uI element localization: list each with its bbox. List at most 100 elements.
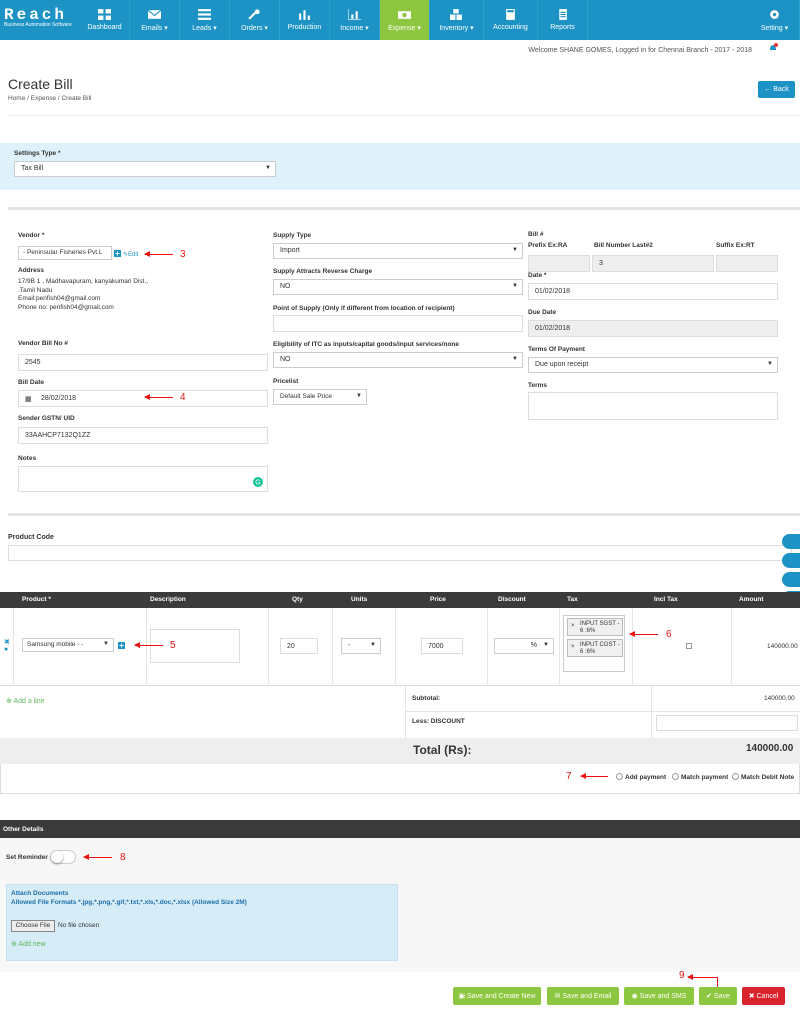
back-button[interactable]: ← Back xyxy=(758,81,795,98)
point-of-supply-input[interactable] xyxy=(273,315,523,332)
set-reminder-label: Set Reminder xyxy=(6,854,48,861)
button-label: Save xyxy=(713,992,730,1000)
vendor-edit-link[interactable]: ✎Edit xyxy=(123,251,138,258)
col-tax: Tax xyxy=(567,596,578,603)
view-row-icon[interactable]: ● xyxy=(4,646,9,653)
tax-tag[interactable]: × INPUT SGST - 6 :6% xyxy=(567,618,623,636)
tax-tag[interactable]: × INPUT CGST - 6 :6% xyxy=(567,639,623,657)
save-and-sms-button[interactable]: ◉ Save and SMS xyxy=(624,987,694,1005)
nav-expense[interactable]: Expense ▾ xyxy=(380,0,430,40)
terms-label: Terms xyxy=(528,382,548,389)
vendor-bill-no-input[interactable]: 2545 xyxy=(18,354,268,371)
terms-textarea[interactable] xyxy=(528,392,778,420)
attach-documents-title: Attach Documents xyxy=(11,890,69,897)
envelope-icon: ✉ xyxy=(554,993,563,1000)
save-and-email-button[interactable]: ✉ Save and Email xyxy=(547,987,619,1005)
nav-inventory[interactable]: Inventory ▾ xyxy=(430,0,484,40)
supply-type-select[interactable]: Import ▼ xyxy=(273,243,523,259)
list-icon xyxy=(198,8,211,20)
nav-reports[interactable]: Reports xyxy=(538,0,588,40)
reverse-charge-select[interactable]: NO ▼ xyxy=(273,279,523,295)
cancel-button[interactable]: ✖ Cancel xyxy=(742,987,785,1005)
tax-multiselect[interactable]: × INPUT SGST - 6 :6% × INPUT CGST - 6 :6% xyxy=(563,615,625,672)
table-row xyxy=(0,608,800,686)
col-product: Product * xyxy=(22,596,51,603)
add-new-link[interactable]: ⊕ Add new xyxy=(11,940,46,948)
plus-square-icon[interactable] xyxy=(118,642,125,649)
nav-production[interactable]: Production xyxy=(280,0,330,40)
description-textarea[interactable] xyxy=(150,629,240,663)
annotation-number: 6 xyxy=(666,629,672,640)
vendor-select[interactable]: - Peninsular Fisheries Pvt.L xyxy=(18,246,112,260)
remove-tag-icon[interactable]: × xyxy=(571,644,575,650)
annotation-line xyxy=(717,977,718,987)
edit-icon: ✎ xyxy=(123,252,129,258)
annotation-arrow xyxy=(687,972,718,982)
caret-down-icon: ▼ xyxy=(543,642,549,648)
edit-label: Edit xyxy=(128,252,139,258)
bill-date-input[interactable]: ▦ 28/02/2018 xyxy=(18,390,268,407)
discount-unit: % xyxy=(530,642,537,649)
match-debit-note-radio[interactable] xyxy=(732,773,739,780)
wrench-icon xyxy=(248,8,260,20)
nav-emails[interactable]: Emails ▾ xyxy=(130,0,180,40)
attach-documents-panel xyxy=(6,884,398,961)
product-code-label: Product Code xyxy=(8,534,54,541)
annotation-number: 8 xyxy=(120,852,126,863)
due-date-input[interactable]: 01/02/2018 xyxy=(528,320,778,337)
supply-type-label: Supply Type xyxy=(273,232,312,239)
nav-orders[interactable]: Orders ▾ xyxy=(230,0,280,40)
discount-select[interactable]: % ▼ xyxy=(494,638,554,654)
bill-number-input[interactable]: 3 xyxy=(592,255,714,272)
remove-tag-icon[interactable]: × xyxy=(571,623,575,629)
breadcrumb-expense[interactable]: Expense xyxy=(30,95,57,102)
bill-date-label: Bill Date xyxy=(18,379,45,386)
settings-type-select[interactable]: Tax Bill ▼ xyxy=(14,161,276,177)
nav-dashboard[interactable]: Dashboard xyxy=(80,0,130,40)
skype-icon[interactable] xyxy=(782,534,800,549)
total-value: 140000.00 xyxy=(746,743,794,754)
date-input[interactable]: 01/02/2018 xyxy=(528,283,778,300)
chart-icon xyxy=(348,8,361,20)
plus-square-icon[interactable] xyxy=(114,250,121,257)
price-input[interactable]: 7000 xyxy=(421,638,463,654)
itc-select[interactable]: NO ▼ xyxy=(273,352,523,368)
add-line-link[interactable]: ⊕ Add a line xyxy=(6,697,45,705)
units-select[interactable]: - ▼ xyxy=(341,638,381,654)
chat-icon[interactable] xyxy=(782,553,800,568)
delete-row-icon[interactable]: ✖ xyxy=(4,639,10,646)
set-reminder-toggle[interactable] xyxy=(50,850,76,864)
settings-type-label: Settings Type * xyxy=(14,150,61,157)
suffix-input[interactable] xyxy=(716,255,778,272)
grammarly-icon[interactable]: G xyxy=(253,477,263,487)
nav-leads[interactable]: Leads ▾ xyxy=(180,0,230,40)
bell-icon[interactable] xyxy=(768,43,778,53)
nav-setting[interactable]: Setting ▾ xyxy=(750,0,800,40)
brand-logo[interactable]: Reach Business Automation Software xyxy=(0,0,80,40)
annotation-number: 3 xyxy=(180,249,186,260)
terms-of-payment-select[interactable]: Due upon receipt ▼ xyxy=(528,357,778,373)
nav-label: Income ▾ xyxy=(340,24,369,32)
notes-textarea[interactable] xyxy=(18,466,268,492)
match-payment-radio[interactable] xyxy=(672,773,679,780)
product-code-input[interactable] xyxy=(8,545,792,561)
pricelist-select[interactable]: Default Sale Price ▼ xyxy=(273,389,367,405)
breadcrumb-home[interactable]: Home xyxy=(8,95,26,102)
caret-down-icon: ▼ xyxy=(767,361,773,367)
less-discount-label: Less: DISCOUNT xyxy=(412,718,465,725)
save-button[interactable]: ✔ Save xyxy=(699,987,737,1005)
save-and-create-new-button[interactable]: ▣ Save and Create New xyxy=(453,987,541,1005)
choose-file-button[interactable]: Choose File xyxy=(11,920,55,932)
address-line: Email:penfish04@gmail.com xyxy=(18,295,101,302)
product-select[interactable]: Samsung mobile - - ▼ xyxy=(22,638,114,652)
qty-input[interactable]: 20 xyxy=(280,638,318,654)
add-payment-radio[interactable] xyxy=(616,773,623,780)
prefix-input[interactable] xyxy=(528,255,590,272)
nav-accounting[interactable]: Accounting xyxy=(484,0,538,40)
address-line: 17/9B 1 , Madhavapuram, kanyakumari Dist… xyxy=(18,278,149,285)
phone-icon[interactable] xyxy=(782,572,800,587)
nav-income[interactable]: Income ▾ xyxy=(330,0,380,40)
discount-amount-input[interactable] xyxy=(656,715,798,731)
gstn-input[interactable]: 33AAHCP7132Q1ZZ xyxy=(18,427,268,444)
incl-tax-checkbox[interactable] xyxy=(686,643,692,649)
